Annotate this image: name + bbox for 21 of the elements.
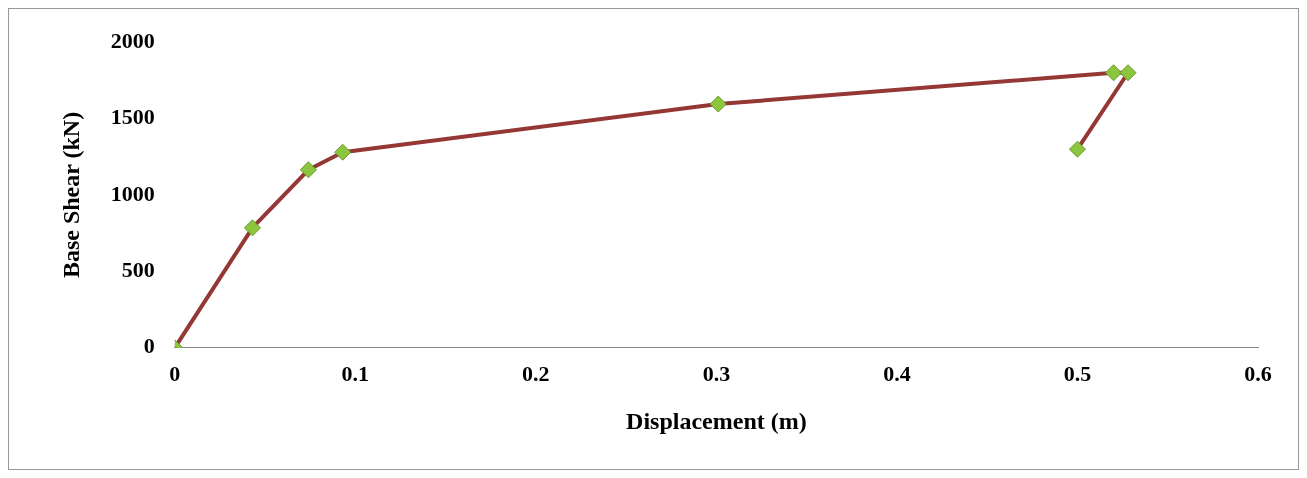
point — [299, 161, 317, 179]
point — [1068, 140, 1086, 158]
x-tick-label: 0.2 — [522, 360, 550, 386]
point — [709, 95, 727, 113]
x-tick-label: 0 — [169, 360, 181, 386]
y-tick-label: 1000 — [110, 180, 155, 206]
point — [243, 219, 261, 237]
y-tick-label: 0 — [143, 333, 155, 359]
x-tick-label: 0.5 — [1063, 360, 1092, 386]
x-axis-title: Displacement (m) — [626, 407, 807, 434]
y-axis-title: Base Shear (kN) — [57, 111, 84, 279]
x-tick-label: 0.4 — [883, 360, 911, 386]
x-tick-label: 0.6 — [1244, 360, 1272, 386]
y-tick-label: 2000 — [110, 27, 155, 53]
point — [1105, 64, 1123, 82]
y-tick-label: 1500 — [110, 104, 155, 130]
x-tick-label: 0.1 — [341, 360, 370, 386]
x-tick-label: 0.3 — [702, 360, 731, 386]
point — [334, 143, 352, 161]
point — [1119, 64, 1137, 82]
y-tick-label: 500 — [121, 257, 155, 283]
